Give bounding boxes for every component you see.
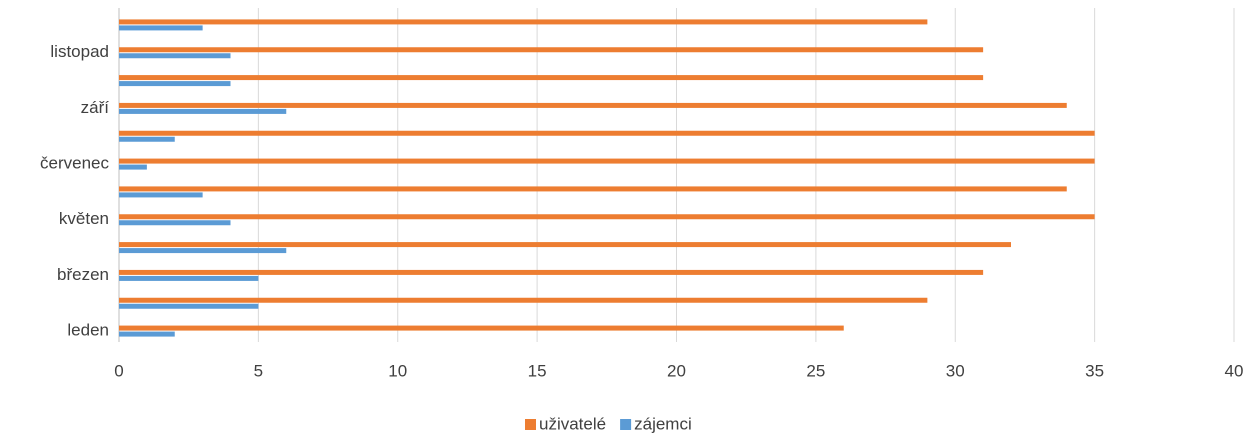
y-tick-label: červenec bbox=[40, 154, 109, 173]
y-tick-label: březen bbox=[57, 265, 109, 284]
bar bbox=[119, 130, 1095, 136]
x-tick-label: 10 bbox=[388, 361, 407, 380]
x-tick-label: 20 bbox=[667, 361, 686, 380]
bar bbox=[119, 220, 231, 226]
bar bbox=[119, 75, 984, 81]
y-tick-label: září bbox=[81, 98, 110, 117]
legend-swatch bbox=[525, 419, 536, 430]
bar bbox=[119, 25, 203, 31]
x-tick-label: 25 bbox=[806, 361, 825, 380]
y-tick-label: květen bbox=[59, 209, 109, 228]
bar bbox=[119, 248, 287, 254]
y-tick-label: leden bbox=[67, 321, 109, 340]
bar bbox=[119, 186, 1067, 192]
x-tick-label: 40 bbox=[1225, 361, 1244, 380]
bar bbox=[119, 47, 984, 53]
legend-label: zájemci bbox=[634, 414, 692, 433]
bar bbox=[119, 192, 203, 198]
bar bbox=[119, 242, 1011, 248]
bar bbox=[119, 19, 928, 25]
x-tick-label: 0 bbox=[114, 361, 123, 380]
bar bbox=[119, 81, 231, 87]
legend-swatch bbox=[620, 419, 632, 430]
bar bbox=[119, 108, 287, 114]
legend-label: uživatelé bbox=[539, 414, 606, 433]
bar bbox=[119, 325, 844, 331]
bar bbox=[119, 136, 175, 142]
bar bbox=[119, 158, 1095, 164]
bar bbox=[119, 331, 175, 337]
bar bbox=[119, 102, 1067, 108]
bar bbox=[119, 269, 984, 275]
x-tick-label: 15 bbox=[528, 361, 547, 380]
bar bbox=[119, 297, 928, 303]
x-tick-label: 35 bbox=[1085, 361, 1104, 380]
bar bbox=[119, 53, 231, 59]
bar bbox=[119, 275, 259, 281]
bar bbox=[119, 214, 1095, 220]
x-tick-label: 5 bbox=[254, 361, 263, 380]
x-tick-label: 30 bbox=[946, 361, 965, 380]
bar bbox=[119, 164, 147, 170]
y-tick-label: listopad bbox=[50, 42, 109, 61]
bar bbox=[119, 303, 259, 309]
